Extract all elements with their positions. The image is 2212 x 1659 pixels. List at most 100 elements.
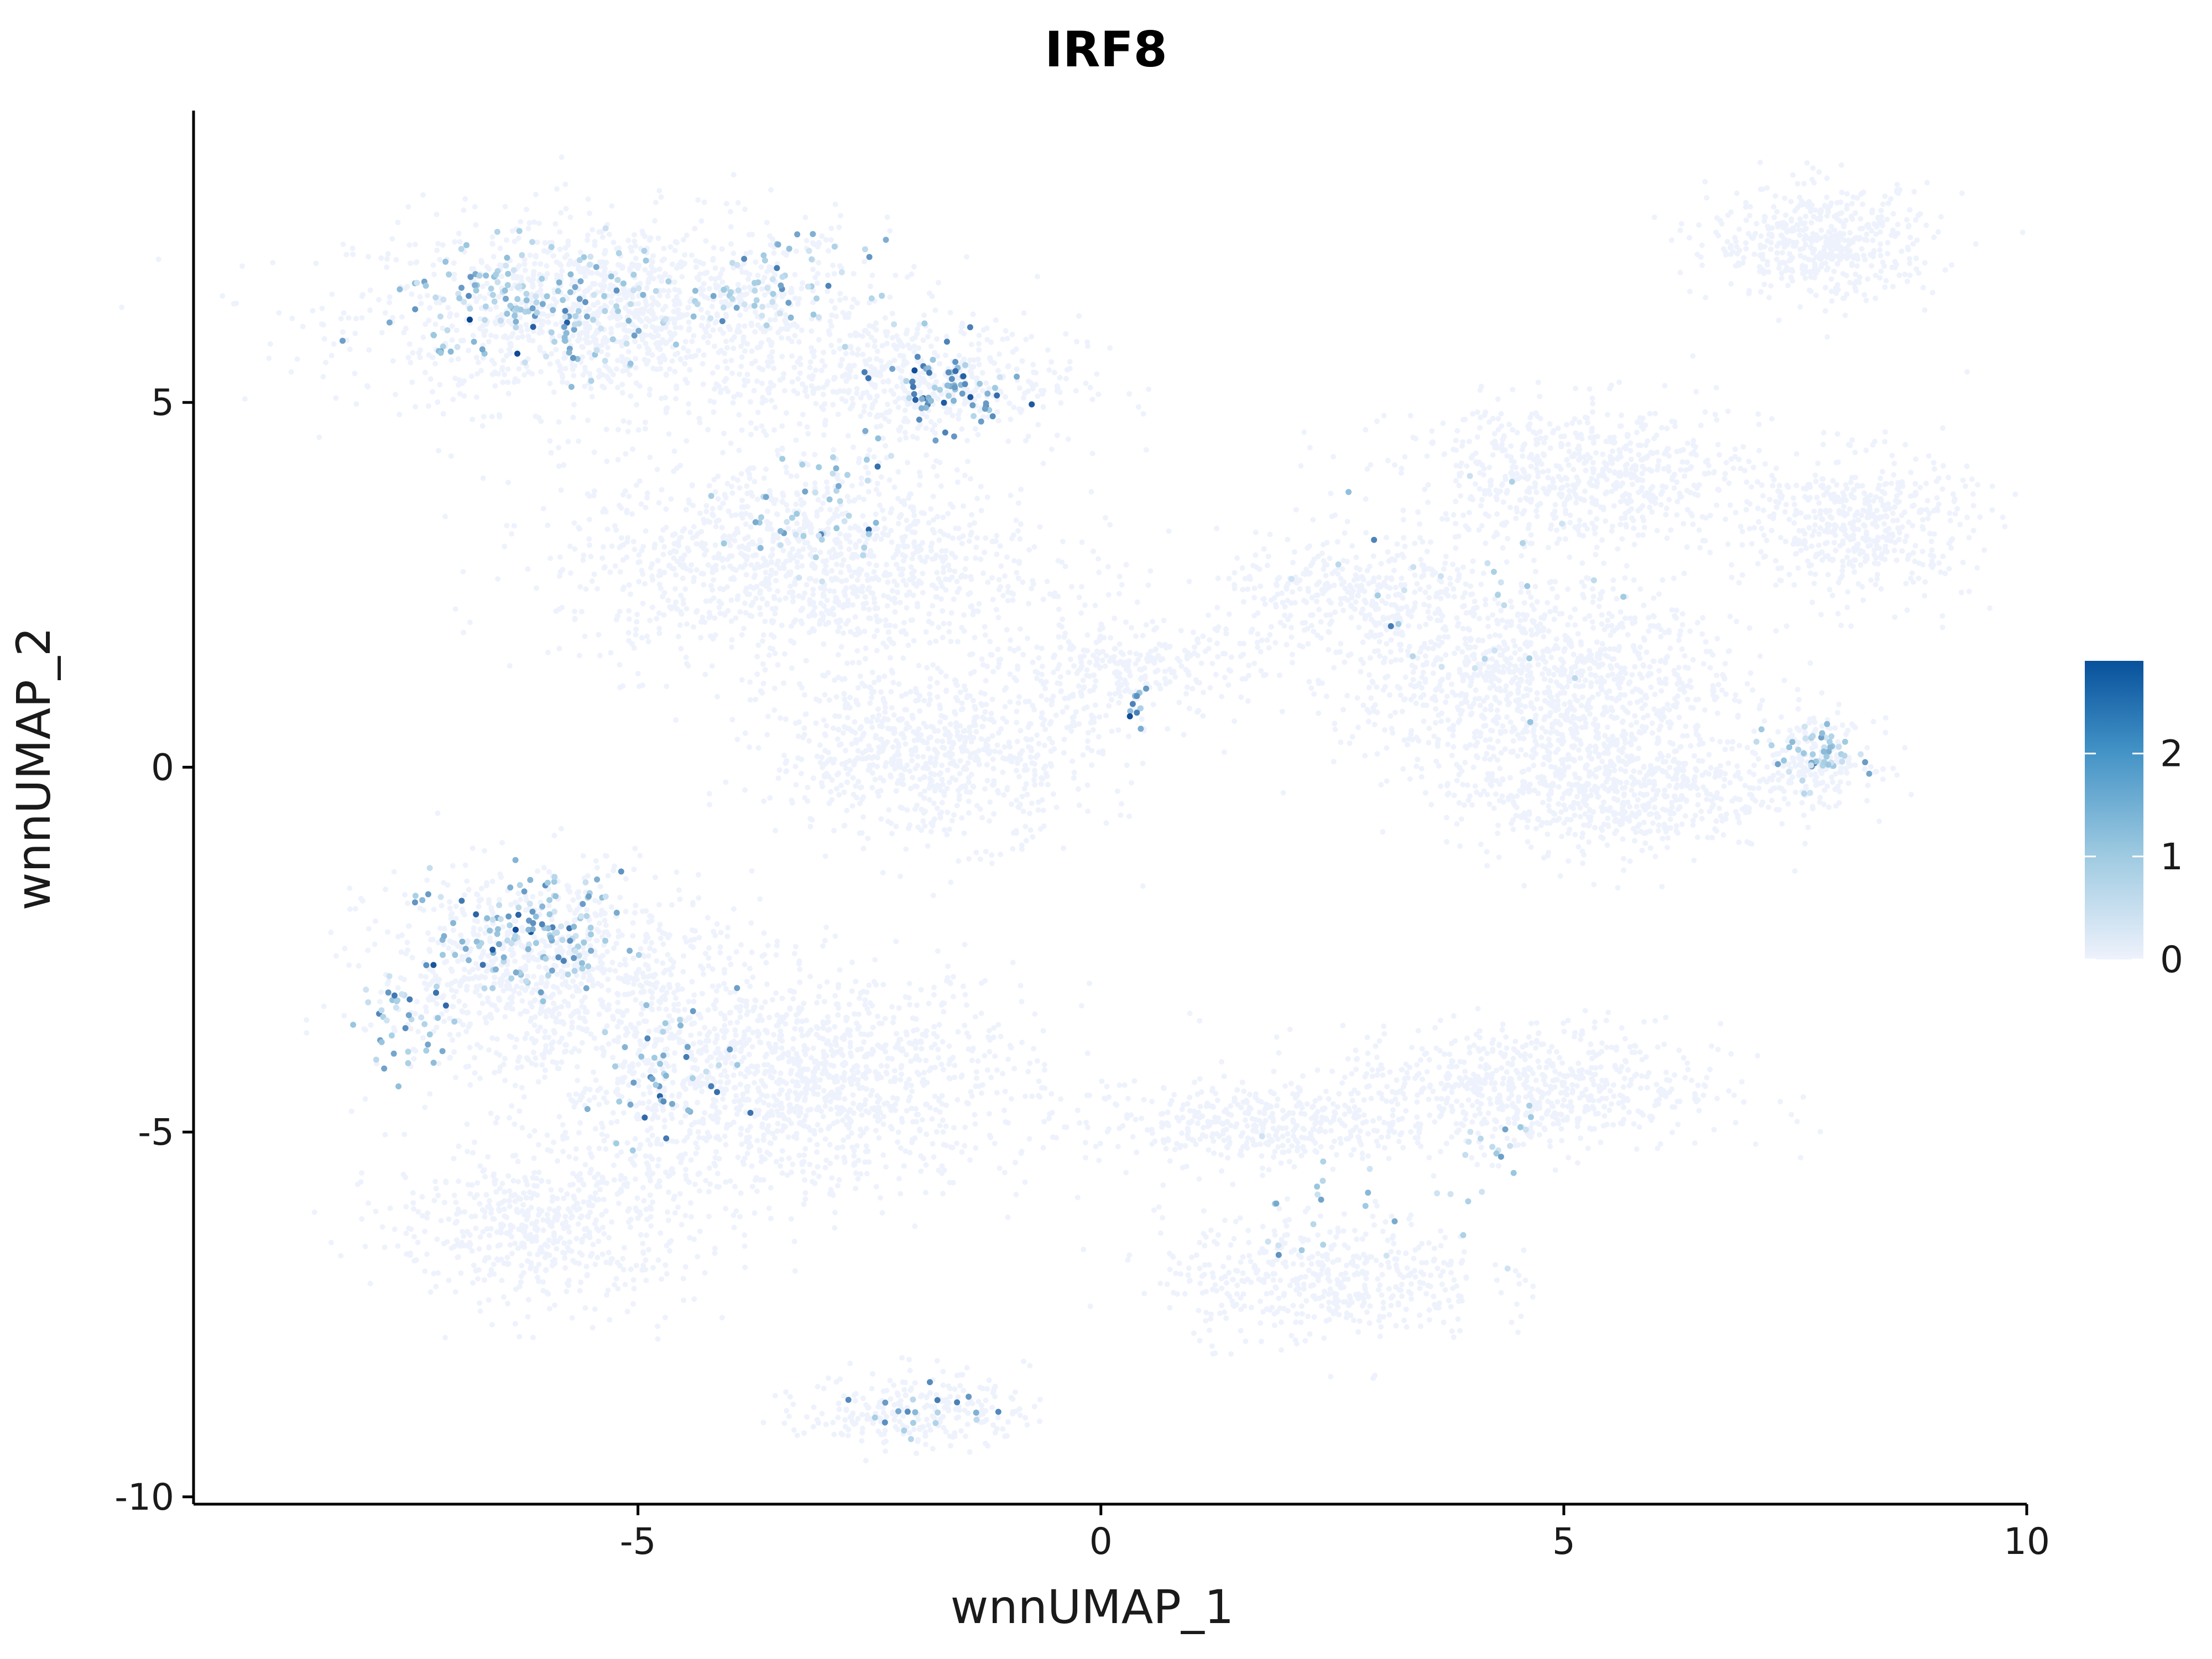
cell-point [1803,213,1809,220]
cell-point [998,584,1004,590]
cell-point [1004,554,1010,560]
cell-point [928,770,934,776]
cell-point [569,362,575,368]
cell-point [1207,685,1213,691]
cell-point [1127,650,1133,656]
cell-point [986,385,992,392]
cell-point [840,730,846,736]
cell-point [1031,777,1037,783]
cell-point [1109,728,1115,734]
cell-point [974,535,980,541]
cell-point [979,656,985,662]
cell-point [880,778,886,784]
cell-point [927,691,933,697]
cell-point [1838,231,1844,237]
cell-point [845,366,851,372]
cell-point [1668,237,1674,243]
cell-point [961,503,966,509]
cell-point [713,319,719,325]
cell-point [393,257,399,263]
cell-point [1545,545,1551,551]
cell-point [359,315,365,321]
cell-point [889,310,895,316]
cell-point [605,345,611,351]
cell-point [620,586,626,592]
cell-point [602,276,608,283]
cell-point [925,333,931,340]
cell-point [830,725,836,731]
cell-point [764,220,770,226]
cell-point [831,827,837,833]
cell-point [912,765,919,771]
cell-point [860,352,866,357]
cell-point [656,630,662,637]
cell-point [1778,260,1785,266]
cell-point [422,321,429,327]
cell-point [623,451,629,457]
cell-point [1162,669,1168,675]
cell-point [1133,633,1139,639]
cell-point [730,400,736,406]
cell-point [404,284,410,290]
cell-point [559,604,565,611]
cell-point [652,267,658,273]
cell-point [525,226,531,232]
cell-point [1766,269,1772,275]
cell-point [1030,659,1036,665]
cell-point [881,531,887,538]
cell-point [1746,458,1752,465]
cell-point [761,798,767,804]
cell-point [985,736,991,742]
cell-point [937,706,943,712]
cell-point [1095,734,1102,740]
cell-point [602,265,608,272]
cell-point [1016,805,1022,811]
cell-point [833,539,839,545]
cell-point [728,440,734,446]
cell-point [952,568,958,575]
cell-point [966,538,972,544]
cell-point [385,251,391,257]
cell-point [898,375,904,381]
cell-point [686,410,692,416]
cell-point [885,579,891,585]
cell-point [893,561,899,567]
cell-point [687,529,693,535]
cell-point [893,738,899,744]
cell-point [1647,411,1653,416]
cell-point [801,725,807,731]
cell-point [722,612,728,618]
cell-point [982,632,988,638]
cell-point [972,706,978,712]
cell-point [801,451,807,457]
cell-point [785,335,791,341]
cell-point [1194,653,1201,659]
cell-point [1548,522,1554,528]
cell-point [586,324,592,330]
cell-point [842,295,848,301]
cell-point [847,539,853,545]
cell-point [681,552,687,558]
cell-point [427,376,434,382]
cell-point [1001,744,1008,750]
cell-point [1757,269,1763,274]
cell-point [974,375,980,381]
cell-point [912,335,918,341]
cell-point [1833,290,1839,296]
cell-point [495,576,501,582]
cell-point [320,374,326,380]
cell-point [928,506,934,512]
cell-point [592,302,597,308]
cell-point [865,470,871,476]
cell-point [729,370,735,376]
cell-point [716,604,722,611]
cell-point [1006,757,1012,763]
cell-point [820,672,826,679]
cell-point [841,724,847,730]
cell-point [738,363,744,369]
cell-point [589,578,595,584]
cell-point [602,564,608,570]
cell-point [455,356,461,362]
cell-point [1075,786,1081,792]
cell-point [754,561,760,567]
